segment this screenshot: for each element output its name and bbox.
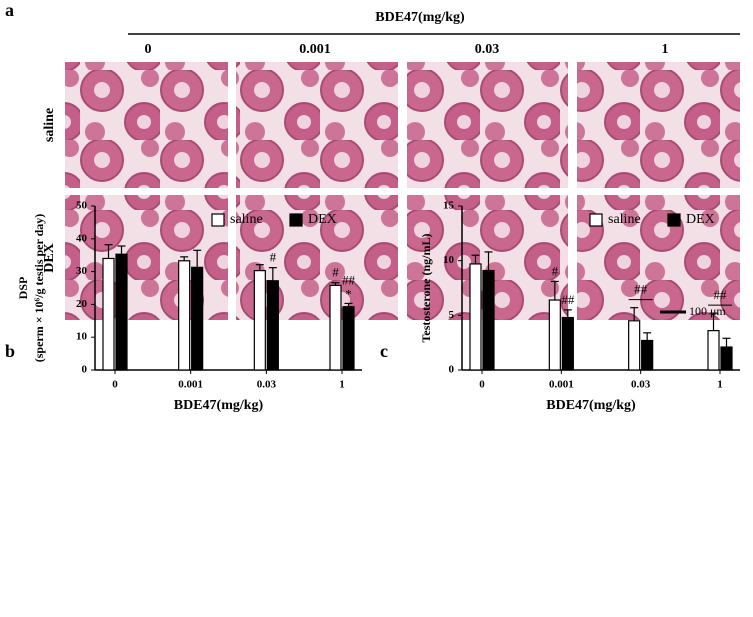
legend-label: saline: [608, 212, 641, 227]
y-tick-label: 10: [443, 254, 455, 266]
x-tick-label: 0: [479, 379, 485, 391]
bar: [115, 253, 128, 371]
column-label: 0: [145, 42, 152, 57]
x-tick-label: 0.03: [631, 379, 651, 391]
significance-mark: ##: [634, 282, 648, 297]
significance-mark: ##: [561, 292, 575, 307]
bar: [561, 316, 574, 371]
bar: [178, 260, 191, 371]
x-tick-label: 0.03: [257, 379, 277, 391]
significance-mark: ##: [714, 287, 728, 302]
significance-mark: ##: [342, 272, 356, 287]
legend-label: saline: [230, 212, 263, 227]
bar: [720, 346, 733, 371]
bar: [469, 263, 482, 371]
significance-mark: #: [270, 250, 277, 265]
bar: [548, 299, 561, 371]
micrograph: [577, 195, 740, 320]
x-tick-label: 0.001: [178, 379, 203, 391]
y-tick-label: 30: [76, 265, 88, 277]
significance-mark: #: [552, 263, 559, 278]
x-tick-label: 1: [717, 379, 723, 391]
micrograph: [407, 62, 568, 188]
y-tick-label: 10: [76, 331, 88, 343]
bar: [329, 284, 342, 371]
micrograph: [65, 195, 228, 320]
bar: [628, 320, 641, 371]
bar: [342, 306, 355, 371]
panel-label: b: [5, 341, 15, 361]
micrograph: [236, 62, 398, 188]
column-label: 0.03: [475, 42, 500, 57]
bar: [482, 269, 495, 371]
y-tick-label: 15: [443, 200, 455, 212]
legend-swatch: [289, 213, 303, 227]
x-axis-label: BDE47(mg/kg): [546, 398, 636, 413]
y-tick-label: 0: [82, 364, 88, 376]
legend-swatch: [589, 213, 603, 227]
micrograph: [577, 62, 740, 188]
x-tick-label: 0: [112, 379, 118, 391]
x-axis-label: BDE47(mg/kg): [174, 398, 264, 413]
legend-label: DEX: [686, 212, 715, 227]
y-tick-label: 20: [76, 298, 88, 310]
panel-label: a: [5, 0, 14, 20]
column-label: 1: [662, 42, 669, 57]
y-axis-label: (sperm × 10⁶/g testis per day): [32, 214, 46, 363]
legend-swatch: [667, 213, 681, 227]
row-label: DEX: [42, 243, 57, 273]
bar: [707, 330, 720, 371]
bar: [266, 280, 279, 371]
scale-bar-label: 100 μm: [689, 304, 726, 318]
bar: [641, 339, 654, 371]
x-tick-label: 0.001: [549, 379, 574, 391]
bar: [253, 270, 266, 371]
y-axis-label: DSP: [16, 277, 30, 300]
legend-swatch: [211, 213, 225, 227]
x-tick-label: 1: [339, 379, 345, 391]
bar: [191, 266, 204, 371]
y-axis-label: Testosterone (ng/mL): [419, 234, 433, 343]
significance-mark: #: [332, 265, 339, 280]
y-tick-label: 40: [76, 232, 88, 244]
bar: [102, 257, 115, 371]
micrograph: [65, 62, 228, 188]
column-label: 0.001: [299, 42, 331, 57]
panel-label: c: [380, 341, 388, 361]
axis-title: BDE47(mg/kg): [375, 10, 465, 25]
y-tick-label: 50: [76, 200, 88, 212]
y-tick-label: 0: [449, 364, 455, 376]
legend-label: DEX: [308, 212, 337, 227]
y-tick-label: 5: [449, 309, 455, 321]
significance-mark: *: [345, 286, 352, 301]
row-label: saline: [42, 108, 57, 142]
